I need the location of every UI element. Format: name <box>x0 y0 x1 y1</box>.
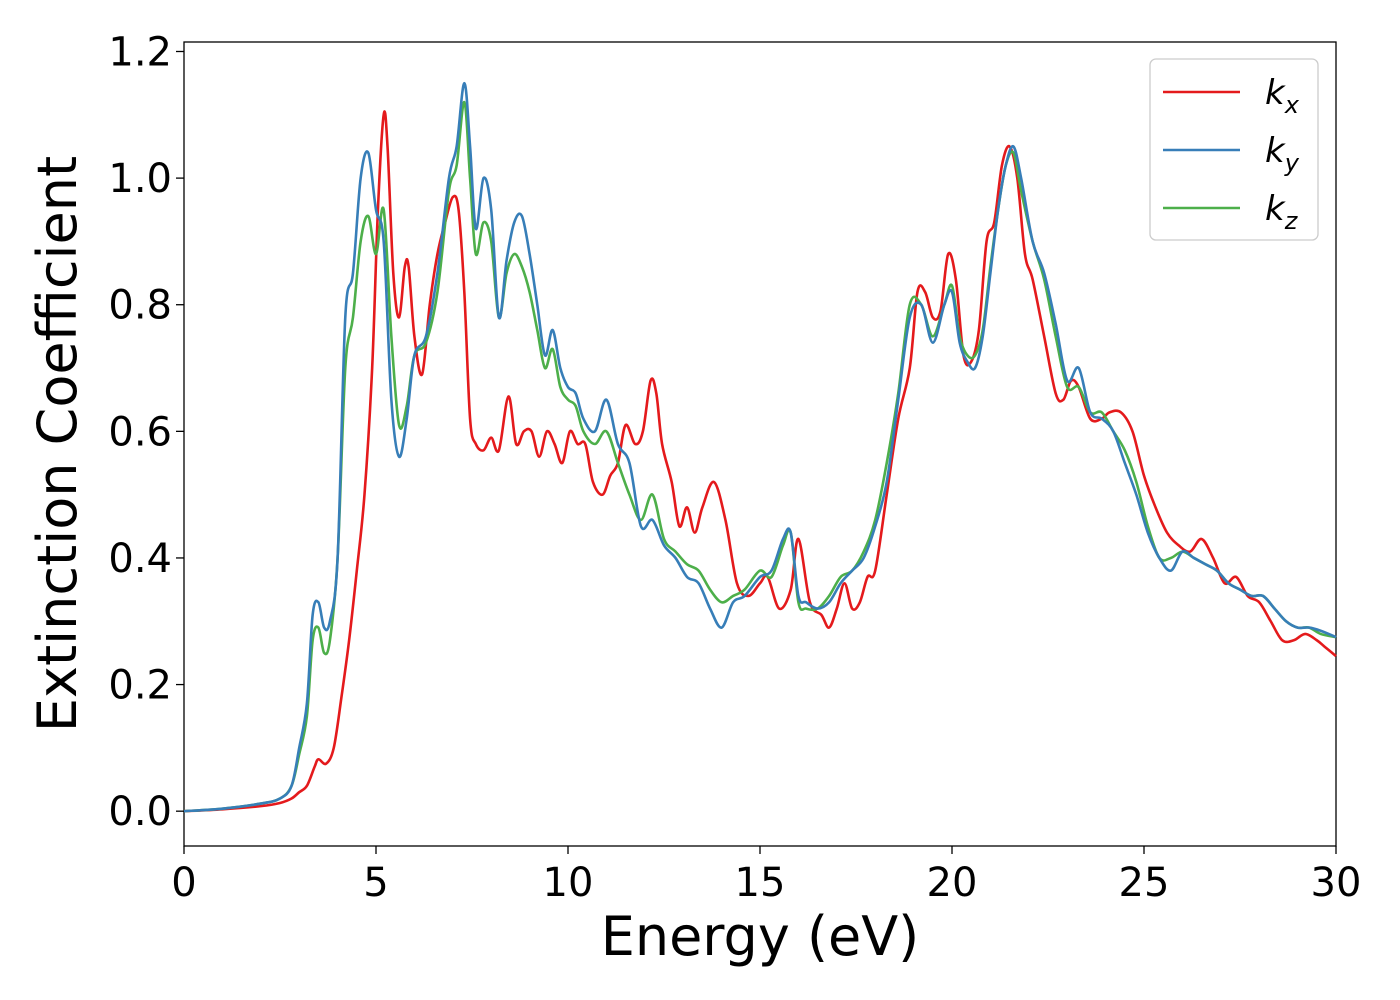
series-lines <box>183 81 1337 813</box>
legend-label-z: kz <box>1265 189 1299 235</box>
legend-label-y: ky <box>1265 131 1300 177</box>
y-tick-label: 0.8 <box>108 283 172 329</box>
plot-frame <box>183 41 1337 847</box>
x-tick-label: 10 <box>543 860 594 906</box>
series-line-x <box>183 110 1337 813</box>
x-axis: 0 5 10 15 20 25 30 <box>171 846 1361 906</box>
x-tick-label: 25 <box>1119 860 1170 906</box>
x-tick-label: 30 <box>1311 860 1362 906</box>
y-tick-label: 0.0 <box>108 789 172 835</box>
series-line-y <box>183 81 1337 813</box>
y-axis-label: Extinction Coefficient <box>26 156 89 732</box>
y-tick-label: 1.2 <box>108 29 172 75</box>
y-tick-label: 0.4 <box>108 536 172 582</box>
x-tick-label: 0 <box>171 860 196 906</box>
y-tick-label: 0.2 <box>108 663 172 709</box>
y-tick-label: 0.6 <box>108 409 172 455</box>
legend: kx ky kz <box>1149 58 1319 241</box>
x-tick-label: 15 <box>735 860 786 906</box>
legend-label-x: kx <box>1265 73 1300 119</box>
x-axis-label: Energy (eV) <box>601 905 920 968</box>
y-tick-label: 1.0 <box>108 156 172 202</box>
x-tick-label: 20 <box>927 860 978 906</box>
x-tick-label: 5 <box>363 860 388 906</box>
y-axis: 0.0 0.2 0.4 0.6 0.8 1.0 1.2 <box>108 29 184 835</box>
